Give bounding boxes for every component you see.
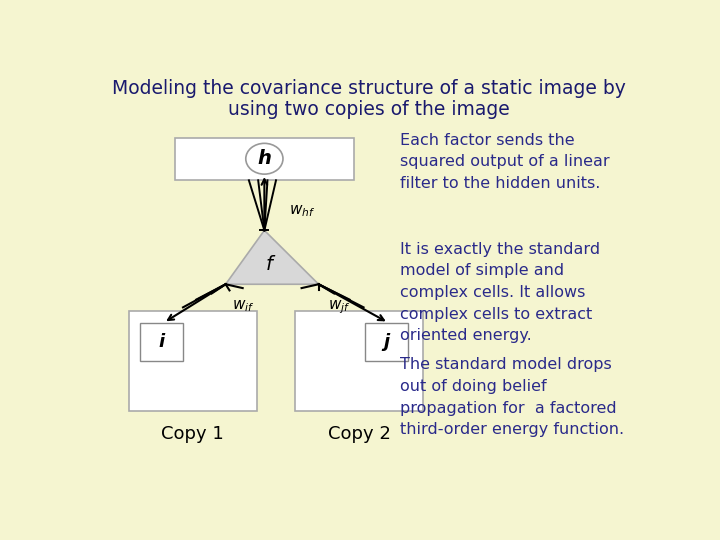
Text: $\bfit{j}$: $\bfit{j}$ — [381, 331, 392, 353]
Text: Copy 1: Copy 1 — [161, 425, 224, 443]
Text: $w_{hf}$: $w_{hf}$ — [289, 203, 315, 219]
Bar — [129, 311, 256, 411]
Ellipse shape — [246, 143, 283, 174]
Bar — [175, 138, 354, 180]
Text: The standard model drops
out of doing belief
propagation for  a factored
third-o: The standard model drops out of doing be… — [400, 357, 624, 437]
Polygon shape — [225, 231, 319, 284]
Text: It is exactly the standard
model of simple and
complex cells. It allows
complex : It is exactly the standard model of simp… — [400, 242, 600, 343]
Bar — [365, 323, 408, 361]
Text: $w_{jf}$: $w_{jf}$ — [328, 298, 351, 316]
Text: $\bfit{i}$: $\bfit{i}$ — [158, 333, 166, 351]
Text: $f$: $f$ — [265, 255, 276, 274]
Text: Each factor sends the
squared output of a linear
filter to the hidden units.: Each factor sends the squared output of … — [400, 132, 610, 191]
Text: $\bfit{h}$: $\bfit{h}$ — [257, 149, 271, 168]
Bar — [140, 323, 183, 361]
Text: using two copies of the image: using two copies of the image — [228, 100, 510, 119]
Text: $w_{if}$: $w_{if}$ — [232, 298, 254, 314]
Bar — [295, 311, 423, 411]
Text: Modeling the covariance structure of a static image by: Modeling the covariance structure of a s… — [112, 79, 626, 98]
Text: Copy 2: Copy 2 — [328, 425, 391, 443]
